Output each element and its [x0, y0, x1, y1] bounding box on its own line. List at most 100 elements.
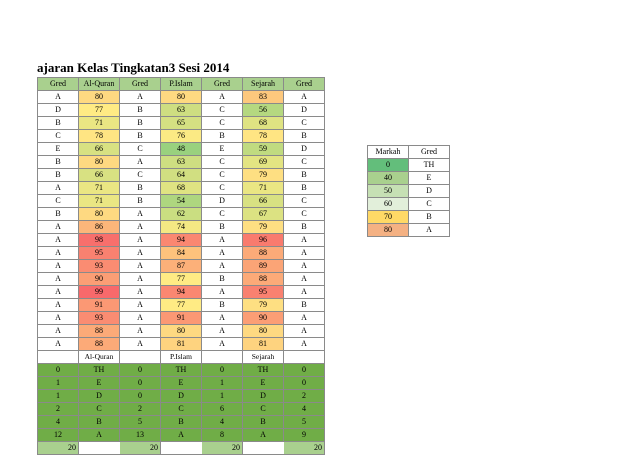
grade-cell[interactable]: A [119, 298, 161, 312]
score-cell[interactable]: 90 [78, 272, 120, 286]
grade-cell[interactable]: A [37, 311, 79, 325]
score-cell[interactable]: 84 [160, 246, 202, 260]
summary-cell[interactable]: 8 [201, 428, 243, 442]
grade-cell[interactable]: A [283, 337, 325, 351]
summary-cell[interactable]: 0 [119, 376, 161, 390]
summary-cell[interactable]: A [242, 428, 284, 442]
grade-cell[interactable]: B [283, 168, 325, 182]
grade-cell[interactable]: A [119, 272, 161, 286]
grade-cell[interactable]: A [119, 155, 161, 169]
summary-label-cell[interactable]: Al-Quran [78, 350, 120, 364]
summary-cell[interactable]: 1 [37, 376, 79, 390]
score-cell[interactable]: 77 [78, 103, 120, 117]
grade-cell[interactable]: C [201, 181, 243, 195]
empty-cell[interactable] [78, 441, 120, 455]
summary-cell[interactable]: 0 [283, 363, 325, 377]
summary-cell[interactable]: 13 [119, 428, 161, 442]
grade-cell[interactable]: B [119, 129, 161, 143]
score-cell[interactable]: 81 [242, 337, 284, 351]
score-cell[interactable]: 65 [160, 116, 202, 130]
legend-markah-cell[interactable]: 50 [367, 184, 409, 198]
grade-cell[interactable]: A [201, 337, 243, 351]
summary-label-cell[interactable]: P.Islam [160, 350, 202, 364]
score-cell[interactable]: 98 [78, 233, 120, 247]
score-cell[interactable]: 80 [242, 324, 284, 338]
score-cell[interactable]: 90 [242, 311, 284, 325]
total-cell[interactable]: 20 [119, 441, 161, 455]
total-cell[interactable]: 20 [283, 441, 325, 455]
score-cell[interactable]: 94 [160, 233, 202, 247]
score-cell[interactable]: 62 [160, 207, 202, 221]
grade-cell[interactable]: B [119, 116, 161, 130]
summary-cell[interactable]: 1 [201, 376, 243, 390]
score-cell[interactable]: 71 [78, 181, 120, 195]
legend-markah-cell[interactable]: 0 [367, 158, 409, 172]
grade-cell[interactable]: B [283, 220, 325, 234]
grade-cell[interactable]: A [119, 207, 161, 221]
grade-cell[interactable]: A [119, 324, 161, 338]
score-cell[interactable]: 67 [242, 207, 284, 221]
summary-cell[interactable]: 2 [37, 402, 79, 416]
score-cell[interactable]: 79 [242, 220, 284, 234]
grade-cell[interactable]: C [119, 168, 161, 182]
grade-cell[interactable]: C [201, 207, 243, 221]
summary-cell[interactable]: TH [160, 363, 202, 377]
grade-cell[interactable]: B [119, 194, 161, 208]
grade-cell[interactable]: D [37, 103, 79, 117]
grade-cell[interactable]: B [37, 155, 79, 169]
total-cell[interactable]: 20 [37, 441, 79, 455]
grade-cell[interactable]: A [201, 233, 243, 247]
score-cell[interactable]: 71 [242, 181, 284, 195]
grade-cell[interactable]: B [37, 168, 79, 182]
grade-cell[interactable]: A [119, 311, 161, 325]
grade-cell[interactable]: A [119, 220, 161, 234]
summary-label-cell[interactable] [37, 350, 79, 364]
grade-cell[interactable]: B [37, 116, 79, 130]
score-cell[interactable]: 88 [242, 246, 284, 260]
grade-cell[interactable]: A [119, 90, 161, 104]
header-cell[interactable]: P.Islam [160, 77, 202, 91]
summary-cell[interactable]: 9 [283, 428, 325, 442]
grade-cell[interactable]: C [283, 194, 325, 208]
empty-cell[interactable] [242, 441, 284, 455]
legend-gred-cell[interactable]: D [408, 184, 450, 198]
summary-cell[interactable]: C [160, 402, 202, 416]
grade-cell[interactable]: E [37, 142, 79, 156]
score-cell[interactable]: 88 [78, 324, 120, 338]
score-cell[interactable]: 80 [78, 155, 120, 169]
grade-cell[interactable]: A [119, 233, 161, 247]
score-cell[interactable]: 59 [242, 142, 284, 156]
score-cell[interactable]: 63 [160, 155, 202, 169]
score-cell[interactable]: 78 [78, 129, 120, 143]
summary-cell[interactable]: E [78, 376, 120, 390]
grade-cell[interactable]: B [283, 181, 325, 195]
score-cell[interactable]: 81 [160, 337, 202, 351]
grade-cell[interactable]: A [37, 285, 79, 299]
score-cell[interactable]: 68 [160, 181, 202, 195]
empty-cell[interactable] [160, 441, 202, 455]
summary-cell[interactable]: 5 [119, 415, 161, 429]
legend-markah-cell[interactable]: 40 [367, 171, 409, 185]
grade-cell[interactable]: E [201, 142, 243, 156]
grade-cell[interactable]: C [201, 168, 243, 182]
score-cell[interactable]: 87 [160, 259, 202, 273]
summary-cell[interactable]: 12 [37, 428, 79, 442]
summary-cell[interactable]: 4 [37, 415, 79, 429]
summary-cell[interactable]: 5 [283, 415, 325, 429]
score-cell[interactable]: 89 [242, 259, 284, 273]
summary-label-cell[interactable]: Sejarah [242, 350, 284, 364]
score-cell[interactable]: 77 [160, 272, 202, 286]
score-cell[interactable]: 48 [160, 142, 202, 156]
grade-cell[interactable]: A [201, 324, 243, 338]
grade-cell[interactable]: B [201, 272, 243, 286]
summary-cell[interactable]: D [242, 389, 284, 403]
summary-cell[interactable]: B [242, 415, 284, 429]
score-cell[interactable]: 71 [78, 194, 120, 208]
score-cell[interactable]: 66 [78, 168, 120, 182]
grade-cell[interactable]: A [119, 285, 161, 299]
grade-cell[interactable]: A [37, 233, 79, 247]
score-cell[interactable]: 78 [242, 129, 284, 143]
legend-gred-cell[interactable]: E [408, 171, 450, 185]
summary-cell[interactable]: 1 [201, 389, 243, 403]
header-cell[interactable]: Al-Quran [78, 77, 120, 91]
